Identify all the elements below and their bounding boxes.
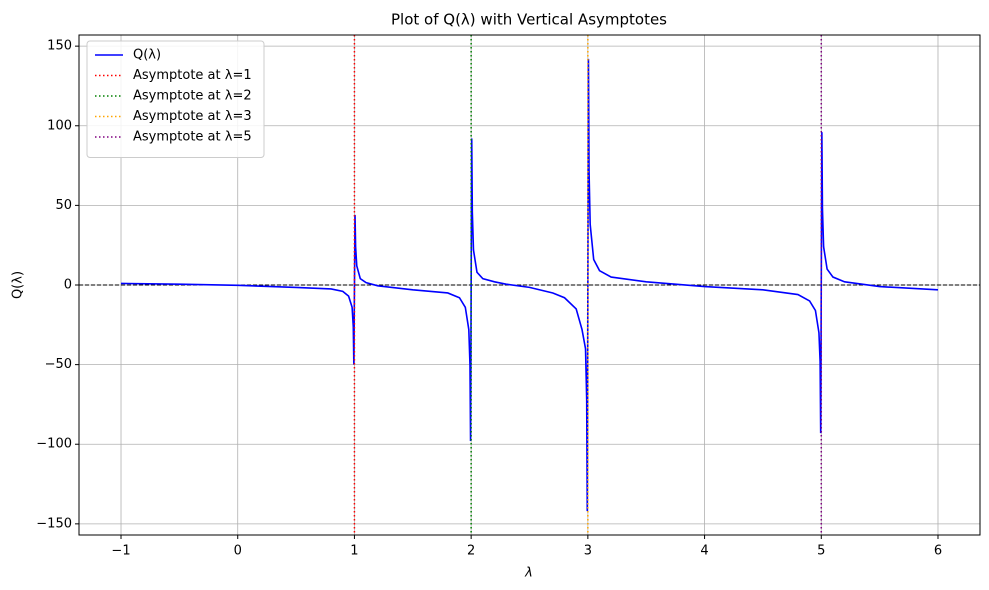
x-tick-label: 2 bbox=[467, 544, 475, 559]
y-axis-label: Q(λ) bbox=[11, 271, 26, 299]
legend-label: Q(λ) bbox=[133, 48, 161, 63]
y-tick-label: 50 bbox=[55, 198, 72, 213]
plot-frame bbox=[78, 34, 981, 536]
x-tick-label: 1 bbox=[350, 544, 358, 559]
legend-label: Asymptote at λ=5 bbox=[133, 130, 252, 145]
legend-label: Asymptote at λ=1 bbox=[133, 68, 252, 83]
legend-label: Asymptote at λ=3 bbox=[133, 109, 252, 124]
x-axis-label: λ bbox=[524, 566, 533, 581]
y-tick-label: −150 bbox=[36, 516, 72, 531]
x-tick-label: −1 bbox=[111, 544, 130, 559]
x-tick-label: 0 bbox=[234, 544, 242, 559]
y-tick-label: 0 bbox=[64, 278, 72, 293]
x-tick-label: 5 bbox=[817, 544, 825, 559]
y-tick-label: −50 bbox=[45, 357, 72, 372]
y-tick-label: 100 bbox=[47, 118, 72, 133]
x-tick-label: 4 bbox=[700, 544, 708, 559]
legend-label: Asymptote at λ=2 bbox=[133, 89, 252, 104]
x-tick-label: 3 bbox=[584, 544, 592, 559]
chart-title: Plot of Q(λ) with Vertical Asymptotes bbox=[391, 11, 667, 29]
data-line bbox=[121, 58, 939, 512]
y-tick-label: −100 bbox=[36, 437, 72, 452]
x-tick-label: 6 bbox=[934, 544, 942, 559]
y-tick-label: 150 bbox=[47, 39, 72, 54]
legend-box bbox=[86, 40, 265, 158]
